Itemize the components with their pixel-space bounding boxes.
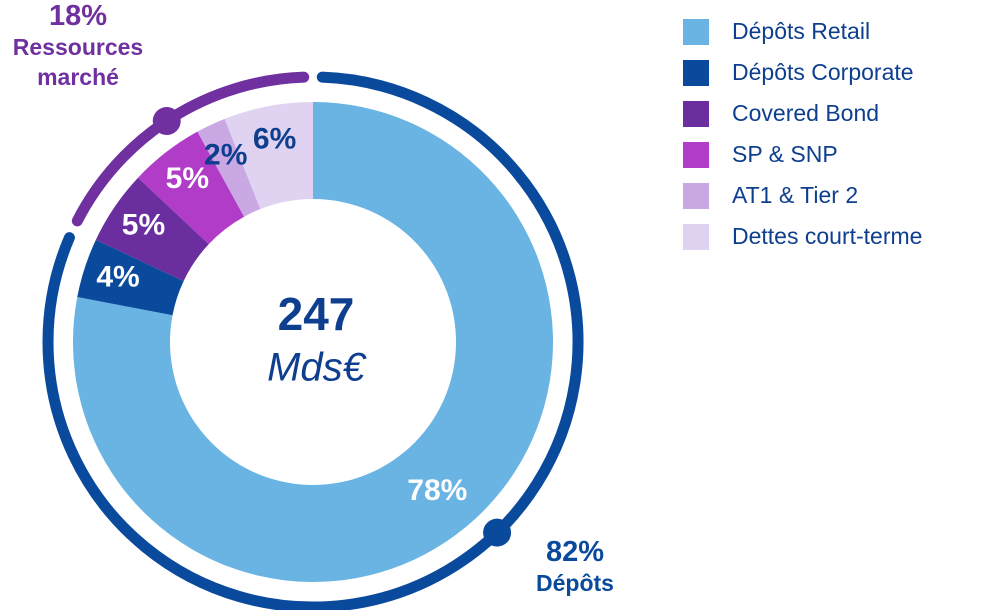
legend-swatch [683, 101, 709, 127]
slice [197, 118, 261, 217]
legend-swatch [683, 183, 709, 209]
slice [73, 102, 553, 583]
slice [138, 131, 245, 245]
group-label: 18% Ressources marché [0, 0, 168, 93]
group-value: 18% [48, 0, 108, 32]
group-name: Dépôts [536, 570, 614, 597]
legend-swatch [683, 142, 709, 168]
legend-swatch [683, 60, 709, 86]
legend-label: Dettes court-terme [732, 223, 922, 249]
center-value: 247 [278, 288, 355, 340]
legend-label: AT1 & Tier 2 [732, 182, 858, 208]
legend-label: SP & SNP [732, 141, 838, 167]
slice-label: 5% [122, 209, 165, 242]
slice [95, 177, 209, 282]
group-label: 82% Dépôts [480, 536, 670, 599]
slice-label: 4% [96, 261, 139, 294]
slice [77, 239, 184, 316]
legend-swatch [683, 19, 709, 45]
legend-label: Dépôts Retail [732, 18, 870, 44]
slice-label: 5% [166, 162, 209, 195]
center-unit: Mds€ [267, 346, 367, 390]
legend-label: Covered Bond [732, 100, 879, 126]
group-value: 82% [545, 536, 605, 568]
group-name: Ressources marché [12, 34, 144, 91]
slice-label: 6% [253, 123, 296, 156]
slice [224, 102, 313, 210]
slice-label: 78% [407, 474, 467, 507]
group-arc [42, 71, 584, 610]
arc-dot [152, 107, 181, 136]
legend-swatch [683, 224, 709, 250]
legend-label: Dépôts Corporate [732, 59, 914, 85]
slice-label: 2% [204, 138, 247, 171]
arc-dot [483, 518, 512, 547]
